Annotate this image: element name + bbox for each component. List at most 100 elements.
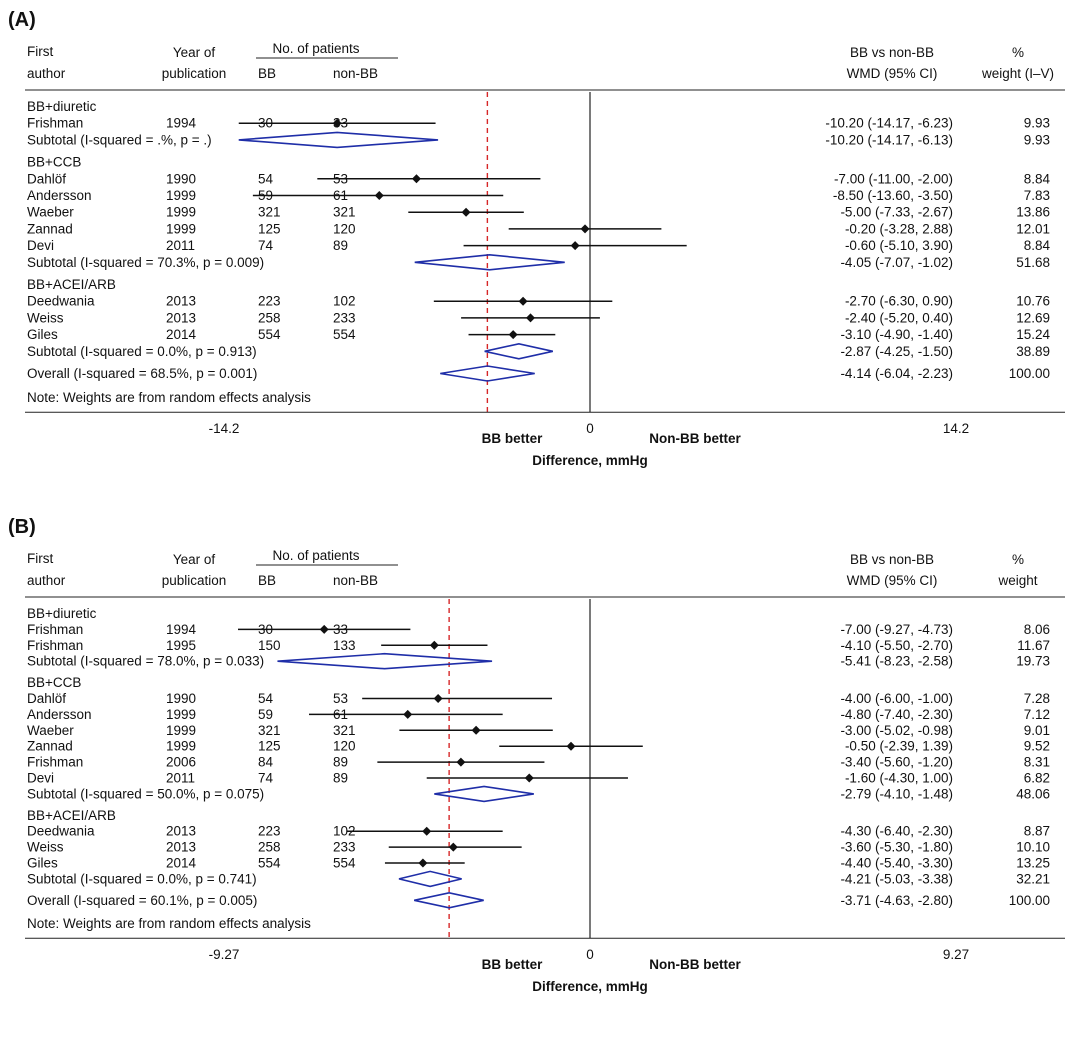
study-year: 1990 bbox=[166, 171, 196, 186]
subtotal-diamond bbox=[277, 652, 493, 670]
effect-ci-text: -3.10 (-4.90, -1.40) bbox=[840, 327, 953, 342]
study-nonbb-count: 89 bbox=[333, 771, 348, 786]
effect-ci-text: -4.21 (-5.03, -3.38) bbox=[840, 871, 953, 886]
weights-note: Note: Weights are from random effects an… bbox=[27, 390, 311, 405]
point-estimate-marker bbox=[418, 858, 428, 868]
axis-tick-label: 9.27 bbox=[943, 947, 969, 962]
study-nonbb-count: 554 bbox=[333, 856, 356, 871]
study-year: 1999 bbox=[166, 739, 196, 754]
study-year: 1994 bbox=[166, 116, 197, 131]
study-author: Devi bbox=[27, 771, 54, 786]
study-year: 1999 bbox=[166, 707, 196, 722]
study-nonbb-count: 102 bbox=[333, 824, 356, 839]
header-nonbb: non-BB bbox=[333, 66, 378, 81]
header-author-line1: First bbox=[27, 44, 53, 59]
forest-panel-a: (A) First author Year of publication No. of p… bbox=[8, 9, 1065, 468]
study-bb-count: 84 bbox=[258, 755, 274, 770]
study-bb-count: 223 bbox=[258, 294, 281, 309]
study-bb-count: 59 bbox=[258, 707, 273, 722]
point-estimate-marker bbox=[461, 207, 471, 217]
header-author-line2: author bbox=[27, 66, 66, 81]
header-weight-line2: weight bbox=[997, 573, 1037, 588]
weight-text: 9.01 bbox=[1024, 723, 1050, 738]
effect-ci-text: -4.14 (-6.04, -2.23) bbox=[840, 366, 953, 381]
header-year-line1: Year of bbox=[173, 45, 216, 60]
study-year: 1999 bbox=[166, 205, 196, 220]
effect-ci-text: -4.30 (-6.40, -2.30) bbox=[840, 824, 953, 839]
study-author: Giles bbox=[27, 856, 58, 871]
study-bb-count: 554 bbox=[258, 856, 281, 871]
point-estimate-marker bbox=[411, 174, 421, 184]
effect-ci-text: -10.20 (-14.17, -6.23) bbox=[825, 116, 953, 131]
study-author: Andersson bbox=[27, 188, 92, 203]
panel-label: (B) bbox=[8, 516, 36, 538]
weight-text: 7.83 bbox=[1024, 188, 1050, 203]
point-estimate-marker bbox=[429, 640, 439, 650]
weight-text: 6.82 bbox=[1024, 771, 1050, 786]
study-author: Weiss bbox=[27, 310, 64, 325]
header-weight-line1: % bbox=[1012, 552, 1024, 567]
study-nonbb-count: 554 bbox=[333, 327, 356, 342]
point-estimate-marker bbox=[332, 118, 342, 128]
weight-text: 19.73 bbox=[1016, 654, 1050, 669]
study-author: Weiss bbox=[27, 840, 64, 855]
study-author: Frishman bbox=[27, 622, 83, 637]
axis-tick-label: -14.2 bbox=[209, 421, 240, 436]
group-label: BB+ACEI/ARB bbox=[27, 277, 116, 292]
weight-text: 100.00 bbox=[1009, 366, 1050, 381]
subtotal-label: Subtotal (I-squared = 78.0%, p = 0.033) bbox=[27, 654, 264, 669]
effect-ci-text: -8.50 (-13.60, -3.50) bbox=[833, 188, 953, 203]
weight-text: 8.06 bbox=[1024, 622, 1050, 637]
study-bb-count: 258 bbox=[258, 840, 281, 855]
point-estimate-marker bbox=[448, 842, 458, 852]
subtotal-diamond bbox=[238, 131, 439, 149]
weight-text: 13.25 bbox=[1016, 856, 1050, 871]
study-bb-count: 125 bbox=[258, 221, 281, 236]
study-nonbb-count: 89 bbox=[333, 238, 348, 253]
effect-ci-text: -0.50 (-2.39, 1.39) bbox=[845, 739, 953, 754]
weight-text: 100.00 bbox=[1009, 893, 1050, 908]
study-bb-count: 554 bbox=[258, 327, 281, 342]
study-year: 2013 bbox=[166, 824, 196, 839]
header-effect-line2: WMD (95% CI) bbox=[847, 573, 938, 588]
header-year-line1: Year of bbox=[173, 552, 216, 567]
x-axis-label: Difference, mmHg bbox=[532, 453, 648, 468]
weight-text: 13.86 bbox=[1016, 205, 1050, 220]
study-bb-count: 54 bbox=[258, 691, 274, 706]
study-author: Waeber bbox=[27, 205, 74, 220]
weight-text: 10.10 bbox=[1016, 840, 1050, 855]
header-year-line2: publication bbox=[162, 66, 227, 81]
weight-text: 48.06 bbox=[1016, 786, 1050, 801]
weight-text: 12.69 bbox=[1016, 310, 1050, 325]
weight-text: 51.68 bbox=[1016, 255, 1050, 270]
weight-text: 9.93 bbox=[1024, 132, 1050, 147]
subtotal-diamond bbox=[434, 785, 534, 803]
study-year: 1990 bbox=[166, 691, 196, 706]
study-author: Dahlöf bbox=[27, 691, 66, 706]
point-estimate-marker bbox=[319, 624, 329, 634]
overall-diamond bbox=[414, 891, 484, 909]
effect-ci-text: -2.87 (-4.25, -1.50) bbox=[840, 344, 953, 359]
point-estimate-marker bbox=[566, 741, 576, 751]
study-author: Zannad bbox=[27, 739, 73, 754]
header-patients-group: No. of patients bbox=[272, 41, 359, 56]
study-author: Frishman bbox=[27, 638, 83, 653]
study-year: 1994 bbox=[166, 622, 197, 637]
weight-text: 11.67 bbox=[1017, 638, 1050, 653]
weight-text: 8.31 bbox=[1024, 755, 1050, 770]
study-bb-count: 125 bbox=[258, 739, 281, 754]
weight-text: 9.52 bbox=[1024, 739, 1050, 754]
weight-text: 32.21 bbox=[1016, 871, 1050, 886]
study-author: Frishman bbox=[27, 116, 83, 131]
point-estimate-marker bbox=[471, 725, 481, 735]
x-axis-label: Difference, mmHg bbox=[532, 979, 648, 994]
study-year: 1999 bbox=[166, 188, 196, 203]
subtotal-label: Subtotal (I-squared = 70.3%, p = 0.009) bbox=[27, 255, 264, 270]
effect-ci-text: -2.79 (-4.10, -1.48) bbox=[840, 786, 953, 801]
effect-ci-text: -0.60 (-5.10, 3.90) bbox=[845, 238, 953, 253]
point-estimate-marker bbox=[526, 313, 536, 323]
point-estimate-marker bbox=[422, 826, 432, 836]
point-estimate-marker bbox=[524, 773, 534, 783]
subtotal-diamond bbox=[398, 870, 462, 888]
